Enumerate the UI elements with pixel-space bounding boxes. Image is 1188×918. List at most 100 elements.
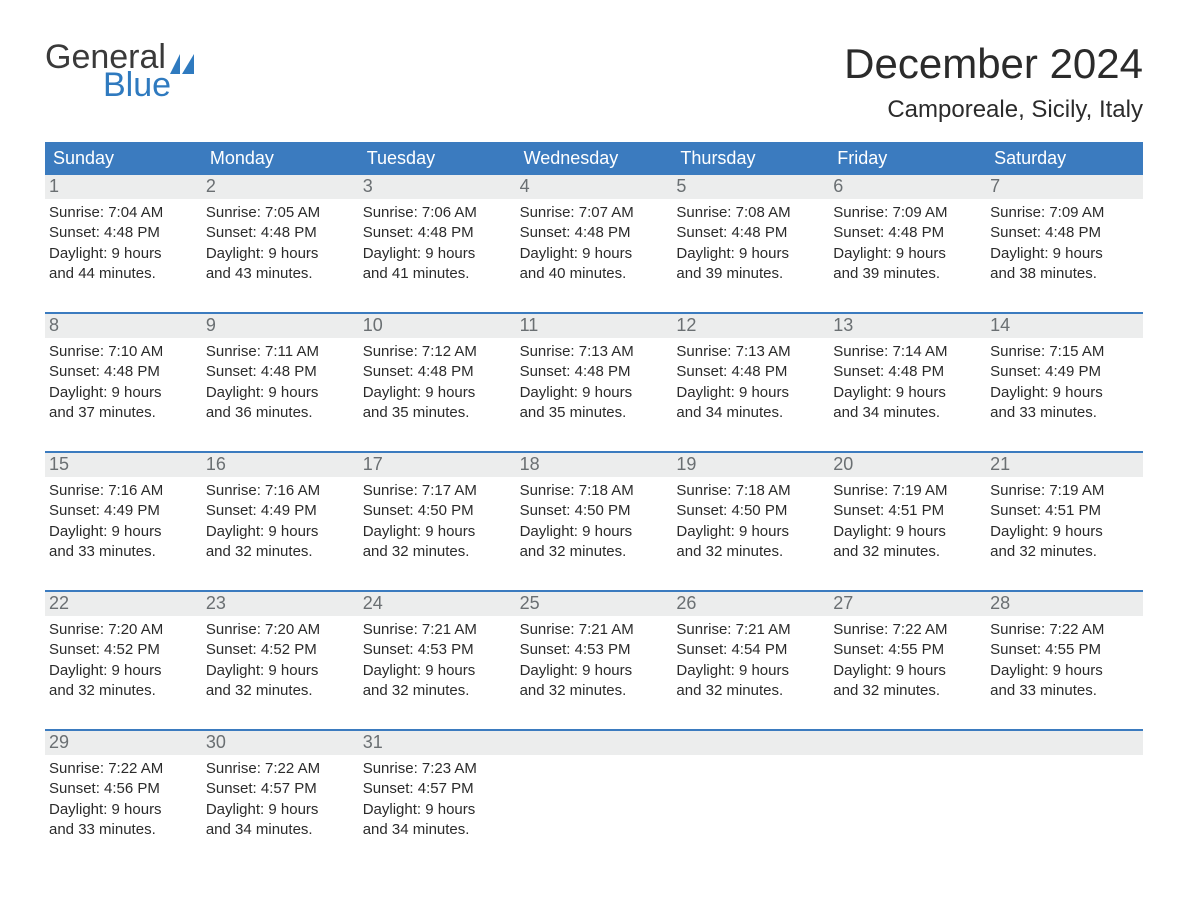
sunrise-text: Sunrise: 7:15 AM	[990, 342, 1139, 362]
day-details: Sunrise: 7:22 AMSunset: 4:55 PMDaylight:…	[990, 620, 1139, 701]
day-details: Sunrise: 7:04 AMSunset: 4:48 PMDaylight:…	[49, 203, 198, 284]
daylight-line-2: and 34 minutes.	[833, 403, 982, 423]
day-details: Sunrise: 7:21 AMSunset: 4:54 PMDaylight:…	[676, 620, 825, 701]
calendar-day: 18Sunrise: 7:18 AMSunset: 4:50 PMDayligh…	[516, 453, 673, 570]
calendar-day: 13Sunrise: 7:14 AMSunset: 4:48 PMDayligh…	[829, 314, 986, 431]
daylight-line-2: and 32 minutes.	[206, 681, 355, 701]
daylight-line-1: Daylight: 9 hours	[990, 661, 1139, 681]
day-number: 14	[986, 314, 1143, 338]
weekday-header: Thursday	[672, 142, 829, 175]
day-number	[672, 731, 829, 755]
calendar-day	[829, 731, 986, 848]
sunset-text: Sunset: 4:48 PM	[49, 362, 198, 382]
day-number: 28	[986, 592, 1143, 616]
sunrise-text: Sunrise: 7:09 AM	[990, 203, 1139, 223]
daylight-line-2: and 33 minutes.	[49, 542, 198, 562]
day-details: Sunrise: 7:16 AMSunset: 4:49 PMDaylight:…	[206, 481, 355, 562]
sunset-text: Sunset: 4:57 PM	[206, 779, 355, 799]
calendar-day: 10Sunrise: 7:12 AMSunset: 4:48 PMDayligh…	[359, 314, 516, 431]
day-number: 2	[202, 175, 359, 199]
sunrise-text: Sunrise: 7:18 AM	[520, 481, 669, 501]
day-number: 17	[359, 453, 516, 477]
day-details: Sunrise: 7:22 AMSunset: 4:55 PMDaylight:…	[833, 620, 982, 701]
day-details: Sunrise: 7:19 AMSunset: 4:51 PMDaylight:…	[833, 481, 982, 562]
calendar-day: 3Sunrise: 7:06 AMSunset: 4:48 PMDaylight…	[359, 175, 516, 292]
title-block: December 2024 Camporeale, Sicily, Italy	[844, 40, 1143, 124]
day-number: 23	[202, 592, 359, 616]
day-details: Sunrise: 7:15 AMSunset: 4:49 PMDaylight:…	[990, 342, 1139, 423]
day-details: Sunrise: 7:18 AMSunset: 4:50 PMDaylight:…	[676, 481, 825, 562]
daylight-line-2: and 40 minutes.	[520, 264, 669, 284]
calendar-day: 7Sunrise: 7:09 AMSunset: 4:48 PMDaylight…	[986, 175, 1143, 292]
daylight-line-2: and 34 minutes.	[676, 403, 825, 423]
calendar-day: 22Sunrise: 7:20 AMSunset: 4:52 PMDayligh…	[45, 592, 202, 709]
day-number	[829, 731, 986, 755]
day-details: Sunrise: 7:05 AMSunset: 4:48 PMDaylight:…	[206, 203, 355, 284]
daylight-line-1: Daylight: 9 hours	[363, 522, 512, 542]
daylight-line-1: Daylight: 9 hours	[206, 383, 355, 403]
calendar-day: 6Sunrise: 7:09 AMSunset: 4:48 PMDaylight…	[829, 175, 986, 292]
day-details: Sunrise: 7:23 AMSunset: 4:57 PMDaylight:…	[363, 759, 512, 840]
calendar-day: 25Sunrise: 7:21 AMSunset: 4:53 PMDayligh…	[516, 592, 673, 709]
calendar-week: 29Sunrise: 7:22 AMSunset: 4:56 PMDayligh…	[45, 729, 1143, 848]
calendar-day: 16Sunrise: 7:16 AMSunset: 4:49 PMDayligh…	[202, 453, 359, 570]
sunrise-text: Sunrise: 7:21 AM	[676, 620, 825, 640]
calendar-day: 1 Sunrise: 7:04 AMSunset: 4:48 PMDaylight…	[45, 175, 202, 292]
calendar-day: 8Sunrise: 7:10 AMSunset: 4:48 PMDaylight…	[45, 314, 202, 431]
sunset-text: Sunset: 4:48 PM	[990, 223, 1139, 243]
sunset-text: Sunset: 4:56 PM	[49, 779, 198, 799]
sunset-text: Sunset: 4:53 PM	[363, 640, 512, 660]
calendar-day: 24 Sunrise: 7:21 AMSunset: 4:53 PMDayligh…	[359, 592, 516, 709]
daylight-line-2: and 32 minutes.	[676, 681, 825, 701]
calendar-day: 12Sunrise: 7:13 AMSunset: 4:48 PMDayligh…	[672, 314, 829, 431]
sunrise-text: Sunrise: 7:12 AM	[363, 342, 512, 362]
daylight-line-1: Daylight: 9 hours	[363, 661, 512, 681]
day-details: Sunrise: 7:06 AMSunset: 4:48 PMDaylight:…	[363, 203, 512, 284]
day-number: 31	[359, 731, 516, 755]
month-title: December 2024	[844, 40, 1143, 88]
calendar-day: 23Sunrise: 7:20 AMSunset: 4:52 PMDayligh…	[202, 592, 359, 709]
daylight-line-1: Daylight: 9 hours	[363, 383, 512, 403]
daylight-line-1: Daylight: 9 hours	[833, 244, 982, 264]
weekday-header: Sunday	[45, 142, 202, 175]
day-number	[986, 731, 1143, 755]
weekday-header: Monday	[202, 142, 359, 175]
day-number	[516, 731, 673, 755]
calendar-week: 22Sunrise: 7:20 AMSunset: 4:52 PMDayligh…	[45, 590, 1143, 709]
daylight-line-1: Daylight: 9 hours	[676, 522, 825, 542]
day-number: 24	[359, 592, 516, 616]
sunset-text: Sunset: 4:55 PM	[833, 640, 982, 660]
day-details	[676, 759, 825, 819]
daylight-line-2: and 44 minutes.	[49, 264, 198, 284]
calendar-day: 29Sunrise: 7:22 AMSunset: 4:56 PMDayligh…	[45, 731, 202, 848]
day-number: 21	[986, 453, 1143, 477]
daylight-line-1: Daylight: 9 hours	[990, 522, 1139, 542]
calendar-day	[516, 731, 673, 848]
daylight-line-1: Daylight: 9 hours	[49, 383, 198, 403]
sunrise-text: Sunrise: 7:20 AM	[206, 620, 355, 640]
day-details: Sunrise: 7:21 AMSunset: 4:53 PMDaylight:…	[363, 620, 512, 701]
sunset-text: Sunset: 4:48 PM	[833, 362, 982, 382]
day-details: Sunrise: 7:07 AMSunset: 4:48 PMDaylight:…	[520, 203, 669, 284]
page-header: General Blue December 2024 Camporeale, S…	[45, 40, 1143, 124]
daylight-line-2: and 32 minutes.	[833, 542, 982, 562]
sunrise-text: Sunrise: 7:20 AM	[49, 620, 198, 640]
calendar-day: 27 Sunrise: 7:22 AMSunset: 4:55 PMDayligh…	[829, 592, 986, 709]
daylight-line-1: Daylight: 9 hours	[49, 522, 198, 542]
weekday-header-row: SundayMondayTuesdayWednesdayThursdayFrid…	[45, 142, 1143, 175]
day-number: 1	[45, 175, 202, 199]
daylight-line-1: Daylight: 9 hours	[833, 383, 982, 403]
day-number: 27	[829, 592, 986, 616]
daylight-line-1: Daylight: 9 hours	[833, 661, 982, 681]
day-details: Sunrise: 7:17 AMSunset: 4:50 PMDaylight:…	[363, 481, 512, 562]
daylight-line-2: and 32 minutes.	[676, 542, 825, 562]
calendar-week: 15Sunrise: 7:16 AMSunset: 4:49 PMDayligh…	[45, 451, 1143, 570]
calendar-day: 9Sunrise: 7:11 AMSunset: 4:48 PMDaylight…	[202, 314, 359, 431]
day-details: Sunrise: 7:10 AMSunset: 4:48 PMDaylight:…	[49, 342, 198, 423]
daylight-line-1: Daylight: 9 hours	[990, 244, 1139, 264]
daylight-line-2: and 33 minutes.	[49, 820, 198, 840]
day-details: Sunrise: 7:21 AMSunset: 4:53 PMDaylight:…	[520, 620, 669, 701]
daylight-line-2: and 39 minutes.	[676, 264, 825, 284]
calendar-day: 14 Sunrise: 7:15 AMSunset: 4:49 PMDayligh…	[986, 314, 1143, 431]
sunrise-text: Sunrise: 7:06 AM	[363, 203, 512, 223]
